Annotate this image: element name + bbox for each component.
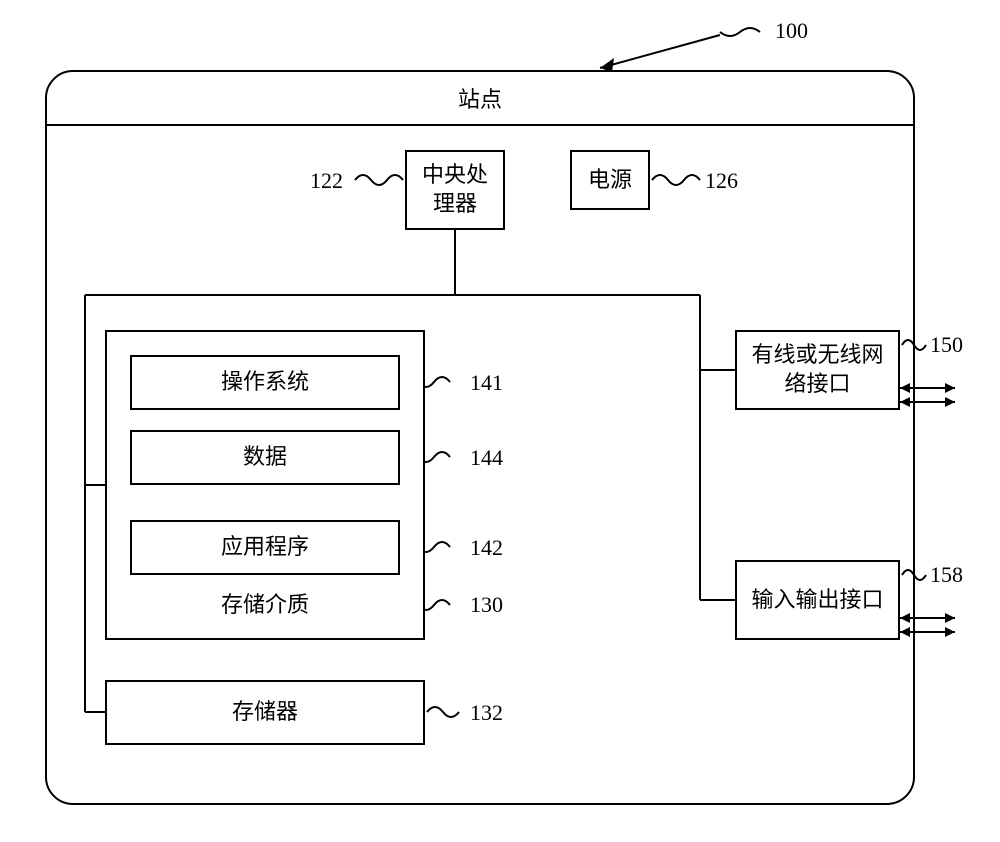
block-net: 有线或无线网络接口: [735, 330, 900, 410]
block-cpu: 中央处理器: [405, 150, 505, 230]
diagram-canvas: 站点 100 中央处理器 122 电源 126 有线或无线网络接口 150 输入…: [0, 0, 1000, 842]
label-100: 100: [775, 18, 808, 44]
block-data-text: 数据: [237, 439, 293, 476]
label-122: 122: [310, 168, 343, 194]
block-data: 数据: [130, 430, 400, 485]
block-io: 输入输出接口: [735, 560, 900, 640]
block-memory: 存储器: [105, 680, 425, 745]
block-net-text: 有线或无线网络接口: [737, 337, 898, 402]
block-memory-text: 存储器: [226, 694, 304, 731]
label-144: 144: [470, 445, 503, 471]
block-os: 操作系统: [130, 355, 400, 410]
block-app-text: 应用程序: [215, 529, 315, 566]
label-142: 142: [470, 535, 503, 561]
block-power-text: 电源: [582, 162, 638, 199]
label-130: 130: [470, 592, 503, 618]
block-io-text: 输入输出接口: [745, 582, 889, 619]
block-os-text: 操作系统: [215, 364, 315, 401]
label-158: 158: [930, 562, 963, 588]
outer-title: 站点: [45, 82, 915, 114]
block-cpu-text: 中央处理器: [407, 157, 503, 222]
label-150: 150: [930, 332, 963, 358]
block-power: 电源: [570, 150, 650, 210]
block-app: 应用程序: [130, 520, 400, 575]
block-storage-medium-text: 存储介质: [215, 587, 315, 624]
label-126: 126: [705, 168, 738, 194]
label-132: 132: [470, 700, 503, 726]
label-141: 141: [470, 370, 503, 396]
